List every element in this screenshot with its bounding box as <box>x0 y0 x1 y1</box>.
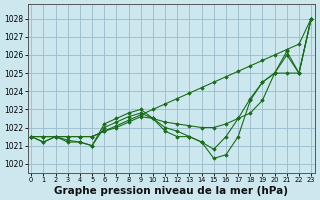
X-axis label: Graphe pression niveau de la mer (hPa): Graphe pression niveau de la mer (hPa) <box>54 186 288 196</box>
